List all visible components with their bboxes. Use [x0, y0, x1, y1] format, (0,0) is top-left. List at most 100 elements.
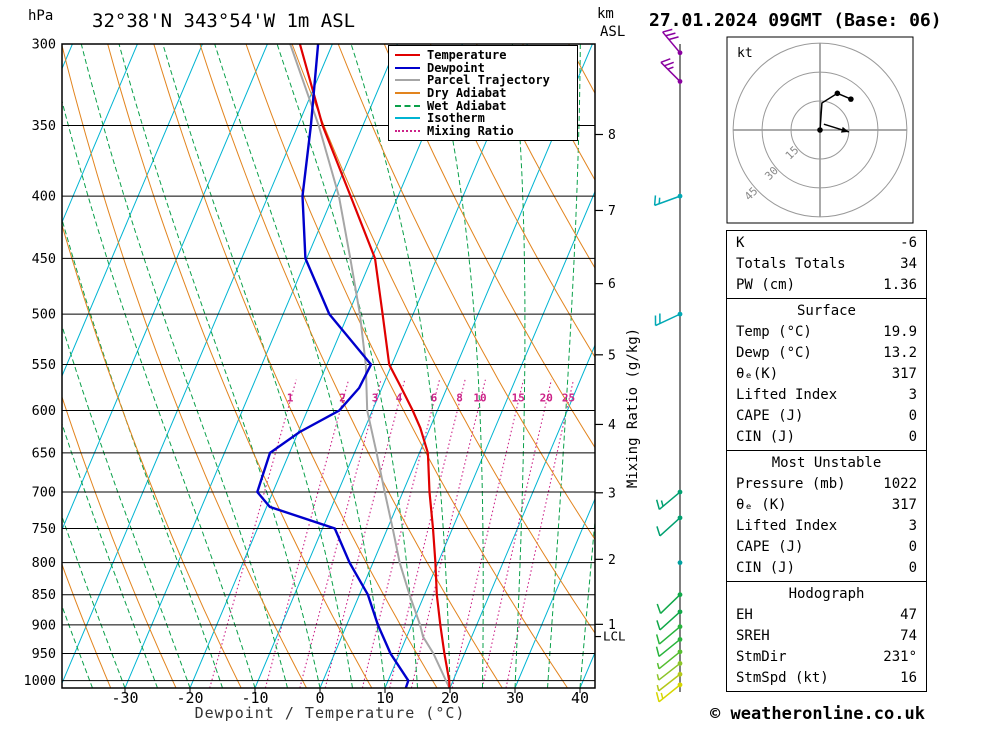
stat-label: Lifted Index [736, 387, 838, 403]
stat-row: θₑ (K) 317 [727, 495, 926, 516]
stat-label: StmSpd (kt) [736, 670, 829, 686]
wet-adiabat-line-sample [395, 104, 420, 107]
temperature-axis-labels: -30 -20 -10 0 10 20 30 40 [111, 688, 589, 707]
dewpoint-line-sample [395, 66, 420, 69]
stat-label: EH [736, 607, 753, 623]
legend-item-isotherm: Isotherm [395, 112, 571, 125]
stat-value: -6 [900, 235, 917, 251]
wind-barb-800 [677, 560, 683, 566]
stat-row: CAPE (J) 0 [727, 537, 926, 558]
svg-text:400: 400 [32, 189, 56, 205]
legend-item-temperature: Temperature [395, 49, 571, 62]
legend-label: Temperature [427, 48, 507, 63]
stats-panel-most-unstable: Most Unstable Pressure (mb) 1022 θₑ (K) 317 L… [726, 450, 927, 582]
lcl-marker: LCL [595, 629, 626, 644]
svg-text:350: 350 [32, 118, 56, 134]
legend-item-mixing-ratio: Mixing Ratio [395, 125, 571, 138]
svg-text:10: 10 [473, 392, 486, 405]
svg-text:-30: -30 [111, 689, 138, 707]
skewt-background [62, 44, 595, 688]
svg-text:40: 40 [571, 689, 589, 707]
legend: Temperature Dewpoint Parcel Trajectory Dry … [388, 45, 578, 142]
svg-text:8: 8 [608, 128, 616, 143]
svg-text:1000: 1000 [23, 673, 56, 689]
wind-barb-400 [653, 193, 683, 207]
stat-row: Lifted Index 3 [727, 385, 926, 406]
hodograph-unit-label: kt [737, 46, 753, 61]
hodograph-trace [819, 92, 852, 131]
stat-row: Temp (°C) 19.9 [727, 322, 926, 343]
stat-value: 0 [908, 408, 917, 424]
wind-barb-947 [656, 649, 683, 670]
stat-row: Dewp (°C) 13.2 [727, 343, 926, 364]
svg-text:-10: -10 [241, 689, 268, 707]
stat-value: 19.9 [883, 324, 917, 340]
legend-label: Isotherm [427, 111, 485, 126]
datetime-title: 27.01.2024 09GMT (Base: 06) [649, 10, 942, 31]
svg-text:1: 1 [608, 618, 616, 633]
svg-text:3: 3 [372, 392, 379, 405]
stat-row: CAPE (J) 0 [727, 406, 926, 427]
stat-row: K -6 [727, 233, 926, 254]
stat-label: Dewp (°C) [736, 345, 812, 361]
svg-text:650: 650 [32, 445, 56, 461]
stat-row: CIN (J) 0 [727, 427, 926, 448]
stat-value: 74 [900, 628, 917, 644]
stat-value: 0 [908, 429, 917, 445]
svg-text:0: 0 [315, 689, 324, 707]
legend-item-wet-adiabat: Wet Adiabat [395, 99, 571, 112]
panel-title: Hodograph [788, 586, 865, 602]
svg-text:4: 4 [608, 418, 616, 433]
legend-item-parcel-trajectory: Parcel Trajectory [395, 74, 571, 87]
stat-label: Pressure (mb) [736, 476, 846, 492]
stat-row: θₑ(K) 317 [727, 364, 926, 385]
legend-label: Dewpoint [427, 60, 485, 75]
svg-text:LCL: LCL [603, 629, 626, 644]
svg-text:20: 20 [540, 392, 553, 405]
dry-adiabat-line-sample [395, 92, 420, 95]
isotherm-line-sample [395, 117, 420, 120]
stat-value: 13.2 [883, 345, 917, 361]
svg-text:20: 20 [441, 689, 459, 707]
stat-label: K [736, 235, 745, 251]
svg-text:7: 7 [608, 204, 616, 219]
wind-barb-322 [660, 58, 683, 84]
stat-value: 0 [908, 539, 917, 555]
svg-text:600: 600 [32, 403, 56, 419]
stat-row: StmSpd (kt) 16 [727, 668, 926, 689]
svg-text:8: 8 [456, 392, 463, 405]
legend-label: Parcel Trajectory [427, 73, 550, 88]
stat-label: CIN (J) [736, 429, 796, 445]
svg-text:450: 450 [32, 251, 56, 267]
station-title: 32°38'N 343°54'W 1m ASL [92, 10, 356, 32]
wind-barb-850 [656, 592, 683, 615]
wind-barb-878 [656, 609, 683, 631]
stat-row: Pressure (mb) 1022 [727, 474, 926, 495]
svg-text:2: 2 [339, 392, 346, 405]
parcel-trajectory-line-sample [395, 79, 420, 82]
stats-panel-surface: Surface Temp (°C) 19.9 Dewp (°C) 13.2 θₑ(K) 31… [726, 298, 927, 451]
mixing-ratio-labels: 1 2 3 4 6 8 10 15 20 25 [287, 392, 575, 405]
svg-text:800: 800 [32, 555, 56, 571]
wind-barb-968 [656, 661, 683, 681]
mixing-ratio-lines [209, 379, 575, 688]
svg-text:950: 950 [32, 646, 56, 662]
svg-text:-20: -20 [176, 689, 203, 707]
svg-text:10: 10 [376, 689, 394, 707]
stats-panel-hodograph: Hodograph EH 47 SREH 74 StmDir 231° StmSpd (kt)… [726, 581, 927, 692]
stat-value: 3 [908, 518, 917, 534]
altitude-axis-unit-km: km [597, 6, 614, 22]
wind-barb-903 [655, 624, 683, 645]
pressure-axis-unit: hPa [28, 8, 54, 24]
stat-value: 0 [908, 560, 917, 576]
svg-text:6: 6 [431, 392, 438, 405]
svg-text:1: 1 [287, 392, 294, 405]
stat-value: 34 [900, 256, 917, 272]
mixing-ratio-axis-label: Mixing Ratio (g/kg) [625, 327, 641, 489]
wind-barb-988 [656, 671, 683, 692]
temperature-curve [298, 44, 451, 688]
svg-text:4: 4 [396, 392, 403, 405]
